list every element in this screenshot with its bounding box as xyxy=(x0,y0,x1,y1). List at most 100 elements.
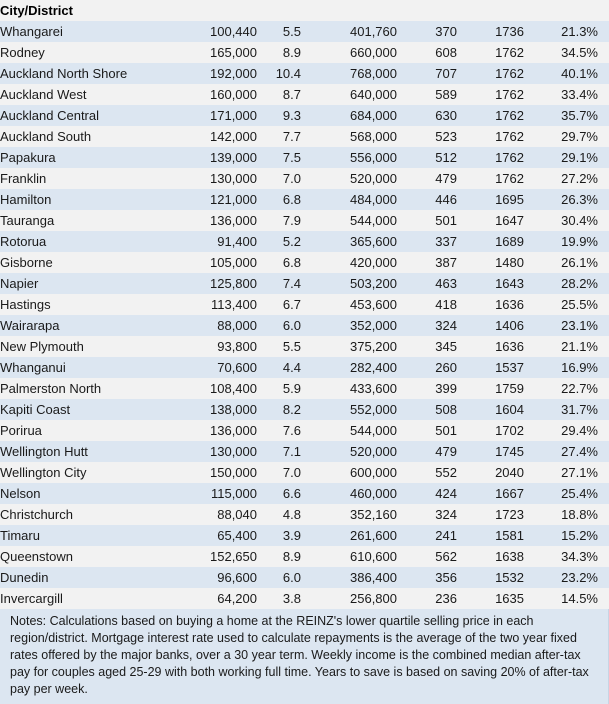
cell-price[interactable]: 768,000 xyxy=(301,63,397,84)
cell-price[interactable]: 420,000 xyxy=(301,252,397,273)
cell-deposit[interactable]: 160,000 xyxy=(185,84,257,105)
cell-deposit[interactable]: 130,000 xyxy=(185,441,257,462)
cell-city-district[interactable]: Papakura xyxy=(0,147,185,168)
cell-city-district[interactable]: Palmerston North xyxy=(0,378,185,399)
cell-income[interactable]: 1689 xyxy=(457,231,524,252)
cell-city-district[interactable]: Christchurch xyxy=(0,504,185,525)
cell-deposit[interactable]: 115,000 xyxy=(185,483,257,504)
cell-income[interactable]: 1647 xyxy=(457,210,524,231)
cell-income[interactable]: 1762 xyxy=(457,42,524,63)
cell-pct[interactable]: 22.7% xyxy=(524,378,598,399)
cell-years[interactable]: 7.6 xyxy=(257,420,301,441)
cell-pct[interactable]: 16.9% xyxy=(524,357,598,378)
cell-pct[interactable]: 26.3% xyxy=(524,189,598,210)
cell-weekly[interactable]: 630 xyxy=(397,105,457,126)
cell-price[interactable]: 503,200 xyxy=(301,273,397,294)
cell-price[interactable]: 375,200 xyxy=(301,336,397,357)
cell-weekly[interactable]: 356 xyxy=(397,567,457,588)
cell-pct[interactable]: 31.7% xyxy=(524,399,598,420)
table-row[interactable]: Dunedin 96,600 6.0 386,400 356 1532 23.2% xyxy=(0,567,609,588)
cell-income[interactable]: 1759 xyxy=(457,378,524,399)
cell-city-district[interactable]: Auckland Central xyxy=(0,105,185,126)
table-row[interactable]: Auckland West 160,000 8.7 640,000 589 1762 33.… xyxy=(0,84,609,105)
cell-deposit[interactable]: 108,400 xyxy=(185,378,257,399)
cell-pct[interactable]: 33.4% xyxy=(524,84,598,105)
cell-weekly[interactable]: 589 xyxy=(397,84,457,105)
table-row[interactable]: Porirua 136,000 7.6 544,000 501 1702 29.4% xyxy=(0,420,609,441)
cell-income[interactable]: 1723 xyxy=(457,504,524,525)
cell-price[interactable]: 520,000 xyxy=(301,441,397,462)
table-row[interactable]: Kapiti Coast 138,000 8.2 552,000 508 1604 31.7… xyxy=(0,399,609,420)
cell-years[interactable]: 6.0 xyxy=(257,315,301,336)
table-row[interactable]: Auckland Central 171,000 9.3 684,000 630 1762… xyxy=(0,105,609,126)
cell-deposit[interactable]: 192,000 xyxy=(185,63,257,84)
cell-income[interactable]: 1762 xyxy=(457,63,524,84)
cell-pct[interactable]: 34.3% xyxy=(524,546,598,567)
cell-years[interactable]: 8.9 xyxy=(257,42,301,63)
cell-years[interactable]: 10.4 xyxy=(257,63,301,84)
cell-price[interactable]: 453,600 xyxy=(301,294,397,315)
cell-income[interactable]: 1532 xyxy=(457,567,524,588)
table-row[interactable]: Wellington City 150,000 7.0 600,000 552 2040 2… xyxy=(0,462,609,483)
cell-price[interactable]: 556,000 xyxy=(301,147,397,168)
cell-years[interactable]: 4.4 xyxy=(257,357,301,378)
cell-price[interactable]: 552,000 xyxy=(301,399,397,420)
cell-price[interactable]: 433,600 xyxy=(301,378,397,399)
cell-weekly[interactable]: 260 xyxy=(397,357,457,378)
table-row[interactable]: Franklin 130,000 7.0 520,000 479 1762 27.2% xyxy=(0,168,609,189)
cell-years[interactable]: 6.8 xyxy=(257,189,301,210)
cell-deposit[interactable]: 152,650 xyxy=(185,546,257,567)
cell-income[interactable]: 1736 xyxy=(457,21,524,42)
cell-city-district[interactable]: Wairarapa xyxy=(0,315,185,336)
cell-deposit[interactable]: 70,600 xyxy=(185,357,257,378)
cell-weekly[interactable]: 501 xyxy=(397,210,457,231)
cell-price[interactable]: 640,000 xyxy=(301,84,397,105)
table-row[interactable]: Auckland South 142,000 7.7 568,000 523 1762 29… xyxy=(0,126,609,147)
cell-pct[interactable]: 25.4% xyxy=(524,483,598,504)
cell-price[interactable]: 660,000 xyxy=(301,42,397,63)
table-row[interactable]: Christchurch 88,040 4.8 352,160 324 1723 18.8% xyxy=(0,504,609,525)
cell-price[interactable]: 544,000 xyxy=(301,420,397,441)
cell-city-district[interactable]: Rotorua xyxy=(0,231,185,252)
cell-weekly[interactable]: 523 xyxy=(397,126,457,147)
cell-city-district[interactable]: Wellington City xyxy=(0,462,185,483)
cell-income[interactable]: 1762 xyxy=(457,105,524,126)
cell-income[interactable]: 1695 xyxy=(457,189,524,210)
cell-city-district[interactable]: Wellington Hutt xyxy=(0,441,185,462)
cell-city-district[interactable]: Timaru xyxy=(0,525,185,546)
cell-city-district[interactable]: Dunedin xyxy=(0,567,185,588)
cell-years[interactable]: 8.7 xyxy=(257,84,301,105)
cell-price[interactable]: 544,000 xyxy=(301,210,397,231)
cell-income[interactable]: 1762 xyxy=(457,168,524,189)
cell-deposit[interactable]: 88,040 xyxy=(185,504,257,525)
cell-price[interactable]: 484,000 xyxy=(301,189,397,210)
cell-income[interactable]: 1762 xyxy=(457,126,524,147)
cell-deposit[interactable]: 165,000 xyxy=(185,42,257,63)
table-row[interactable]: Timaru 65,400 3.9 261,600 241 1581 15.2% xyxy=(0,525,609,546)
table-row[interactable]: Hamilton 121,000 6.8 484,000 446 1695 26.3% xyxy=(0,189,609,210)
cell-city-district[interactable]: Auckland South xyxy=(0,126,185,147)
cell-years[interactable]: 3.8 xyxy=(257,588,301,609)
cell-price[interactable]: 386,400 xyxy=(301,567,397,588)
cell-income[interactable]: 1635 xyxy=(457,588,524,609)
cell-income[interactable]: 1762 xyxy=(457,84,524,105)
cell-pct[interactable]: 34.5% xyxy=(524,42,598,63)
cell-weekly[interactable]: 479 xyxy=(397,168,457,189)
cell-income[interactable]: 1604 xyxy=(457,399,524,420)
cell-deposit[interactable]: 93,800 xyxy=(185,336,257,357)
cell-deposit[interactable]: 100,440 xyxy=(185,21,257,42)
cell-deposit[interactable]: 130,000 xyxy=(185,168,257,189)
cell-pct[interactable]: 29.4% xyxy=(524,420,598,441)
cell-deposit[interactable]: 91,400 xyxy=(185,231,257,252)
cell-pct[interactable]: 21.3% xyxy=(524,21,598,42)
cell-weekly[interactable]: 387 xyxy=(397,252,457,273)
cell-deposit[interactable]: 139,000 xyxy=(185,147,257,168)
cell-pct[interactable]: 40.1% xyxy=(524,63,598,84)
cell-weekly[interactable]: 512 xyxy=(397,147,457,168)
cell-years[interactable]: 5.5 xyxy=(257,336,301,357)
cell-pct[interactable]: 27.4% xyxy=(524,441,598,462)
table-row[interactable]: Queenstown 152,650 8.9 610,600 562 1638 34.3% xyxy=(0,546,609,567)
cell-income[interactable]: 1638 xyxy=(457,546,524,567)
cell-city-district[interactable]: Queenstown xyxy=(0,546,185,567)
cell-city-district[interactable]: Whanganui xyxy=(0,357,185,378)
